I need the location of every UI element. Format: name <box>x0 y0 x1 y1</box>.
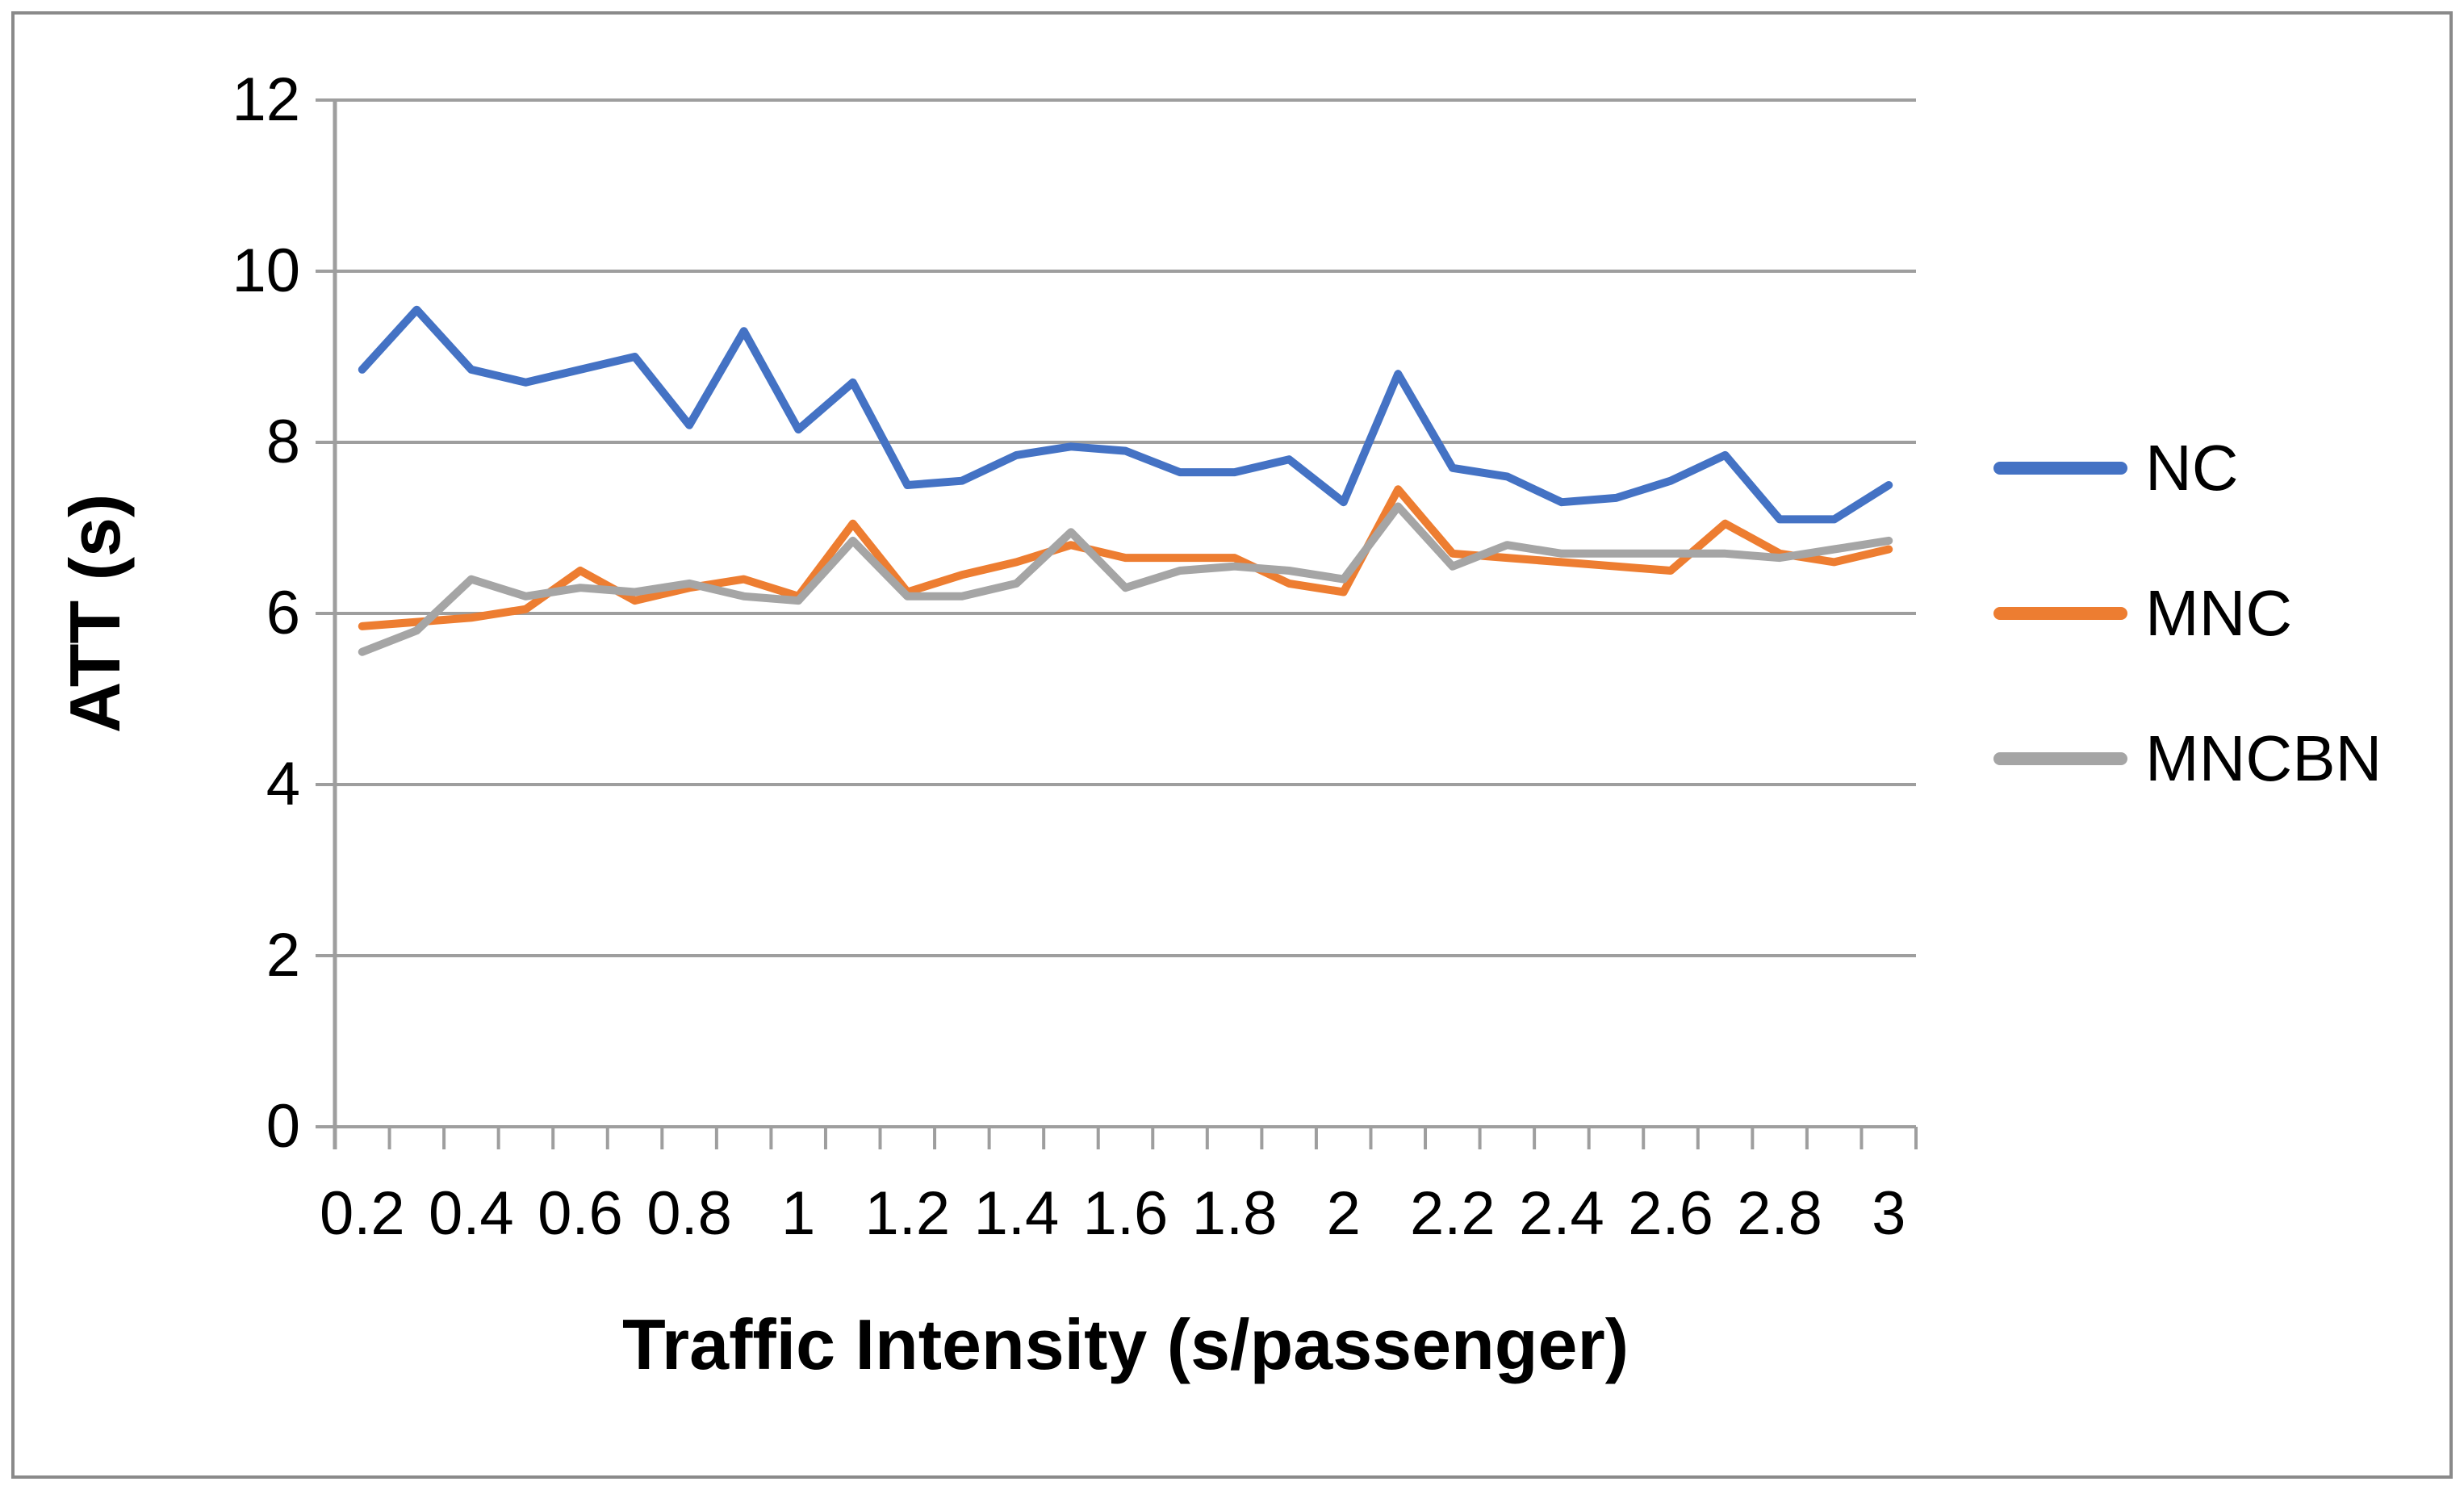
x-tick-label-1.2: 1.2 <box>864 1179 951 1248</box>
y-tick-label-6: 6 <box>266 579 300 647</box>
axes <box>316 98 1916 1149</box>
series-line-MNCBN <box>358 502 1893 656</box>
y-tick-label-4: 4 <box>266 750 300 818</box>
x-tick-label-0.8: 0.8 <box>646 1179 732 1248</box>
figure-border <box>11 11 2453 1479</box>
y-axis-title: ATT (s) <box>55 493 135 734</box>
x-axis-title: Traffic Intensity (s/passenger) <box>621 1304 1629 1384</box>
x-tick-label-2.8: 2.8 <box>1737 1179 1822 1248</box>
legend-label-MNC: MNC <box>2145 577 2293 649</box>
y-tick-label-0: 0 <box>266 1092 300 1161</box>
y-tick-label-10: 10 <box>232 236 300 305</box>
legend-swatches <box>1993 462 2127 765</box>
x-tick-label-0.6: 0.6 <box>538 1179 623 1248</box>
gridlines <box>316 98 1916 1128</box>
legend-label-NC: NC <box>2145 432 2239 504</box>
y-tick-label-12: 12 <box>232 65 300 134</box>
y-tick-label-8: 8 <box>266 408 300 476</box>
x-tick-label-1.8: 1.8 <box>1191 1179 1278 1248</box>
x-axis-ticks <box>333 1127 1918 1149</box>
x-tick-label-2.6: 2.6 <box>1628 1179 1713 1248</box>
y-tick-label-2: 2 <box>266 921 300 990</box>
x-tick-label-2: 2 <box>1326 1179 1361 1248</box>
x-tick-label-1.6: 1.6 <box>1082 1179 1169 1248</box>
x-tick-label-0.4: 0.4 <box>429 1179 514 1248</box>
x-tick-label-2.4: 2.4 <box>1519 1179 1604 1248</box>
x-tick-label-2.2: 2.2 <box>1409 1179 1496 1248</box>
x-tick-label-3: 3 <box>1872 1179 1906 1248</box>
x-tick-label-1.4: 1.4 <box>973 1179 1060 1248</box>
series-line-MNC <box>358 485 1893 630</box>
x-tick-label-0.2: 0.2 <box>319 1179 405 1248</box>
x-tick-label-1: 1 <box>781 1179 816 1248</box>
legend-label-MNCBN: MNCBN <box>2145 722 2382 794</box>
series-line-NC <box>358 305 1893 524</box>
series-lines <box>358 305 1893 656</box>
